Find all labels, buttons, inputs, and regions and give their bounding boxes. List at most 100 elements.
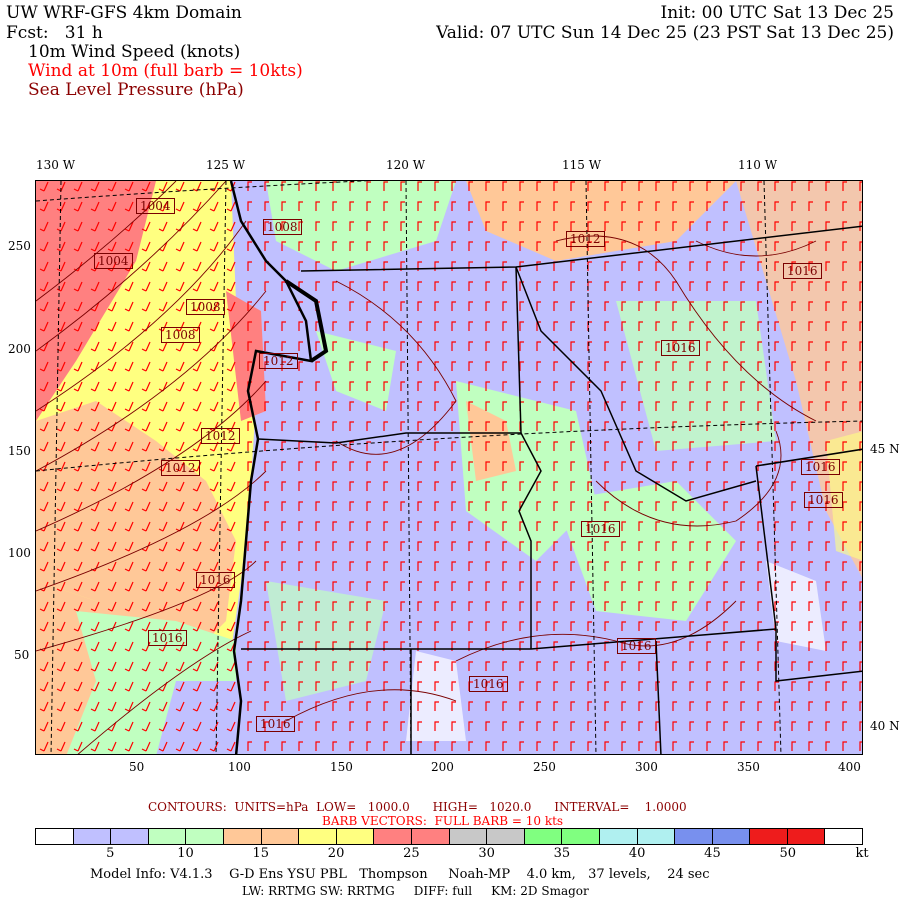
wind-barb xyxy=(56,601,66,612)
wind-barb xyxy=(672,221,677,231)
wind-barb xyxy=(502,341,507,351)
wind-barb xyxy=(553,221,558,231)
wind-barb xyxy=(859,261,862,271)
wind-barb xyxy=(315,281,320,291)
wind-barb xyxy=(124,721,134,732)
wind-barb xyxy=(536,701,541,711)
colorbar-cell xyxy=(599,829,638,844)
wind-barb xyxy=(485,261,490,271)
wind-barb xyxy=(791,581,796,591)
pressure-label: 1012 xyxy=(201,428,240,444)
wind-barb xyxy=(158,641,168,652)
wind-barb xyxy=(706,241,711,251)
wind-barb xyxy=(141,641,151,652)
wind-barb xyxy=(485,501,490,511)
wind-barb xyxy=(264,621,269,631)
wind-barb xyxy=(175,641,185,652)
wind-barb xyxy=(502,681,507,691)
wind-barb xyxy=(791,741,796,751)
wind-barb xyxy=(502,701,507,711)
wind-barb xyxy=(366,741,371,751)
wind-barb xyxy=(468,221,473,231)
wind-barb xyxy=(366,521,371,531)
wind-barb xyxy=(791,401,796,411)
wind-barb xyxy=(485,461,490,471)
wind-barb xyxy=(39,221,49,232)
wind-barb xyxy=(621,241,626,251)
wind-barb xyxy=(298,621,303,631)
wind-barb xyxy=(604,241,609,251)
wind-barb xyxy=(247,541,252,551)
wind-barb xyxy=(247,681,252,691)
wind-barb xyxy=(315,461,320,471)
wind-barb xyxy=(468,521,473,531)
wind-barb xyxy=(141,301,151,312)
wind-barb xyxy=(226,421,236,432)
wind-barb xyxy=(808,281,813,291)
wind-barb xyxy=(604,321,609,331)
wind-barb xyxy=(209,321,219,332)
wind-barb xyxy=(192,321,202,332)
wind-barb xyxy=(655,521,660,531)
wind-barb xyxy=(825,381,830,391)
colorbar-label: 30 xyxy=(478,846,495,861)
wind-barb xyxy=(73,541,83,552)
wind-barb xyxy=(468,301,473,311)
wind-barb xyxy=(451,241,456,251)
wind-barb xyxy=(825,301,830,311)
wind-barb xyxy=(281,621,286,631)
wind-barb xyxy=(400,501,405,511)
wind-barb xyxy=(791,361,796,371)
wind-barb xyxy=(672,741,677,751)
wind-barb xyxy=(141,721,151,732)
wind-barb xyxy=(468,481,473,491)
wind-barb xyxy=(536,561,541,571)
wind-barb xyxy=(587,721,592,731)
wind-barb xyxy=(192,701,202,712)
wind-barb xyxy=(723,741,728,751)
wind-barb xyxy=(655,261,660,271)
colorbar-cell xyxy=(411,829,450,844)
wind-barb xyxy=(298,721,303,731)
wind-barb xyxy=(740,581,745,591)
lat-label: 40 N xyxy=(870,719,900,733)
wind-barb xyxy=(124,461,134,472)
wind-barb xyxy=(298,521,303,531)
wind-barb xyxy=(655,561,660,571)
boundaries xyxy=(241,225,862,754)
wind-barb xyxy=(621,361,626,371)
wind-barb xyxy=(604,361,609,371)
wind-barb xyxy=(264,441,269,451)
wind-barb xyxy=(553,661,558,671)
x-label: 400 xyxy=(838,760,861,774)
wind-barb xyxy=(621,501,626,511)
wind-barb xyxy=(434,401,439,411)
wind-barb xyxy=(825,681,830,691)
wind-barb xyxy=(73,221,83,232)
wind-barb xyxy=(158,221,168,232)
wind-barb xyxy=(400,581,405,591)
wind-barb xyxy=(107,281,117,292)
lon-label: 115 W xyxy=(562,158,602,172)
wind-barb xyxy=(689,241,694,251)
wind-barb xyxy=(859,701,862,711)
wind-barb xyxy=(553,241,558,251)
wind-barb xyxy=(417,301,422,311)
wind-barb xyxy=(774,521,779,531)
wind-barb xyxy=(247,281,252,291)
wind-barb xyxy=(774,221,779,231)
wind-barb xyxy=(859,561,862,571)
wind-barb xyxy=(141,441,151,452)
wind-barb xyxy=(434,281,439,291)
wind-barb xyxy=(808,181,813,191)
wind-barb xyxy=(417,201,422,211)
wind-barb xyxy=(192,221,202,232)
wind-barb xyxy=(90,181,100,192)
wind-barb xyxy=(247,361,252,371)
wind-barb xyxy=(859,221,862,231)
wind-barb xyxy=(226,301,236,312)
wind-barb xyxy=(842,661,847,671)
wind-barb xyxy=(226,541,236,552)
wind-barb xyxy=(621,221,626,231)
wind-barb xyxy=(587,181,592,191)
